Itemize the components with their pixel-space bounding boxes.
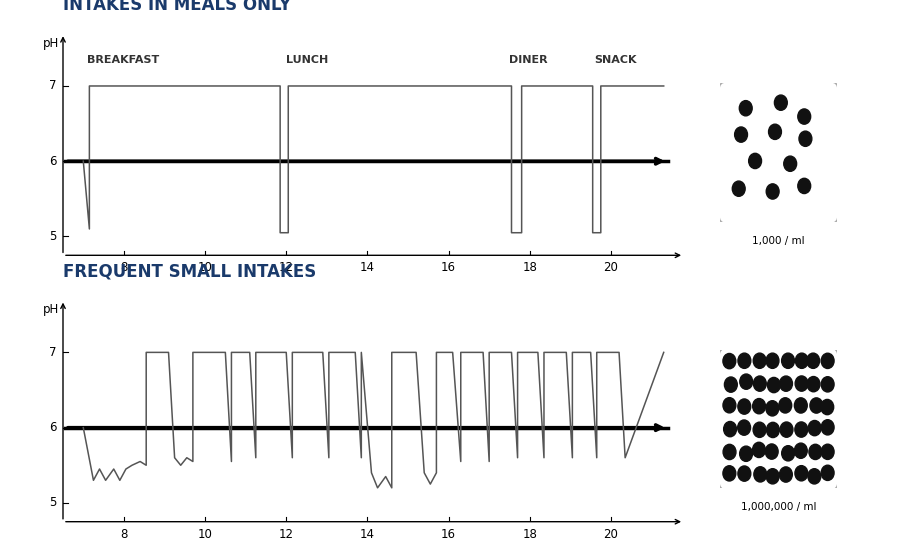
Circle shape: [752, 398, 766, 414]
Circle shape: [724, 421, 736, 437]
Circle shape: [809, 444, 822, 460]
Circle shape: [821, 353, 834, 369]
Circle shape: [738, 353, 751, 369]
Circle shape: [807, 376, 820, 392]
Text: 10: 10: [198, 528, 212, 541]
Text: LUNCH: LUNCH: [286, 55, 328, 65]
Circle shape: [753, 376, 766, 391]
Circle shape: [723, 466, 736, 481]
Text: 12: 12: [279, 261, 293, 274]
Circle shape: [768, 377, 780, 393]
Text: 20: 20: [604, 261, 618, 274]
Circle shape: [766, 401, 778, 416]
Circle shape: [740, 446, 752, 461]
Circle shape: [795, 466, 808, 481]
Circle shape: [723, 445, 736, 460]
Text: 14: 14: [360, 528, 375, 541]
Circle shape: [784, 156, 796, 171]
Circle shape: [749, 153, 761, 169]
Circle shape: [781, 353, 795, 369]
Circle shape: [738, 399, 751, 414]
Text: 10: 10: [198, 261, 212, 274]
Text: 16: 16: [441, 528, 456, 541]
Circle shape: [769, 124, 781, 139]
Text: 18: 18: [522, 261, 537, 274]
Circle shape: [734, 127, 748, 142]
Text: 14: 14: [360, 261, 375, 274]
Text: 5: 5: [50, 496, 57, 509]
FancyBboxPatch shape: [719, 82, 838, 223]
Circle shape: [821, 465, 834, 481]
Circle shape: [724, 377, 737, 392]
Text: INTAKES IN MEALS ONLY: INTAKES IN MEALS ONLY: [63, 0, 291, 14]
Text: 5: 5: [50, 230, 57, 243]
Circle shape: [796, 353, 808, 369]
Circle shape: [766, 468, 779, 484]
Circle shape: [738, 420, 751, 435]
Text: 7: 7: [50, 79, 57, 93]
Circle shape: [723, 397, 736, 413]
Circle shape: [739, 100, 752, 116]
Circle shape: [782, 446, 795, 461]
Text: 8: 8: [121, 261, 128, 274]
Text: FREQUENT SMALL INTAKES: FREQUENT SMALL INTAKES: [63, 263, 316, 281]
Circle shape: [754, 467, 767, 482]
Circle shape: [723, 354, 736, 369]
Circle shape: [766, 353, 778, 369]
FancyBboxPatch shape: [719, 349, 838, 490]
Circle shape: [733, 181, 745, 196]
Text: 12: 12: [279, 528, 293, 541]
Circle shape: [778, 398, 792, 413]
Circle shape: [821, 420, 834, 435]
Circle shape: [808, 421, 821, 436]
Circle shape: [806, 353, 820, 369]
Text: 8: 8: [121, 528, 128, 541]
Circle shape: [738, 466, 751, 481]
Circle shape: [799, 131, 812, 147]
Text: 6: 6: [50, 421, 57, 434]
Circle shape: [766, 184, 779, 199]
Circle shape: [795, 376, 808, 391]
Circle shape: [767, 422, 779, 437]
Circle shape: [779, 467, 792, 482]
Text: 7: 7: [50, 346, 57, 359]
Text: 1,000,000 / ml: 1,000,000 / ml: [741, 502, 816, 512]
Circle shape: [774, 95, 788, 110]
Text: 18: 18: [522, 528, 537, 541]
Text: 1,000 / ml: 1,000 / ml: [752, 236, 805, 246]
Circle shape: [752, 442, 765, 457]
Text: BREAKFAST: BREAKFAST: [87, 55, 159, 65]
Text: 16: 16: [441, 261, 456, 274]
Text: pH: pH: [42, 37, 58, 50]
Circle shape: [808, 469, 821, 484]
Text: SNACK: SNACK: [595, 55, 637, 65]
Circle shape: [797, 178, 811, 194]
Circle shape: [780, 422, 793, 437]
Circle shape: [821, 400, 833, 415]
Circle shape: [821, 377, 834, 392]
Circle shape: [753, 353, 766, 369]
Circle shape: [740, 374, 752, 389]
Circle shape: [779, 376, 793, 391]
Text: 20: 20: [604, 528, 618, 541]
Circle shape: [797, 109, 811, 124]
Circle shape: [795, 422, 807, 437]
Circle shape: [821, 444, 834, 460]
Circle shape: [765, 444, 778, 459]
Text: 6: 6: [50, 155, 57, 168]
Circle shape: [795, 398, 807, 413]
Circle shape: [753, 422, 766, 437]
Text: pH: pH: [42, 304, 58, 316]
Circle shape: [795, 443, 807, 458]
Circle shape: [810, 398, 823, 413]
Text: DINER: DINER: [509, 55, 548, 65]
